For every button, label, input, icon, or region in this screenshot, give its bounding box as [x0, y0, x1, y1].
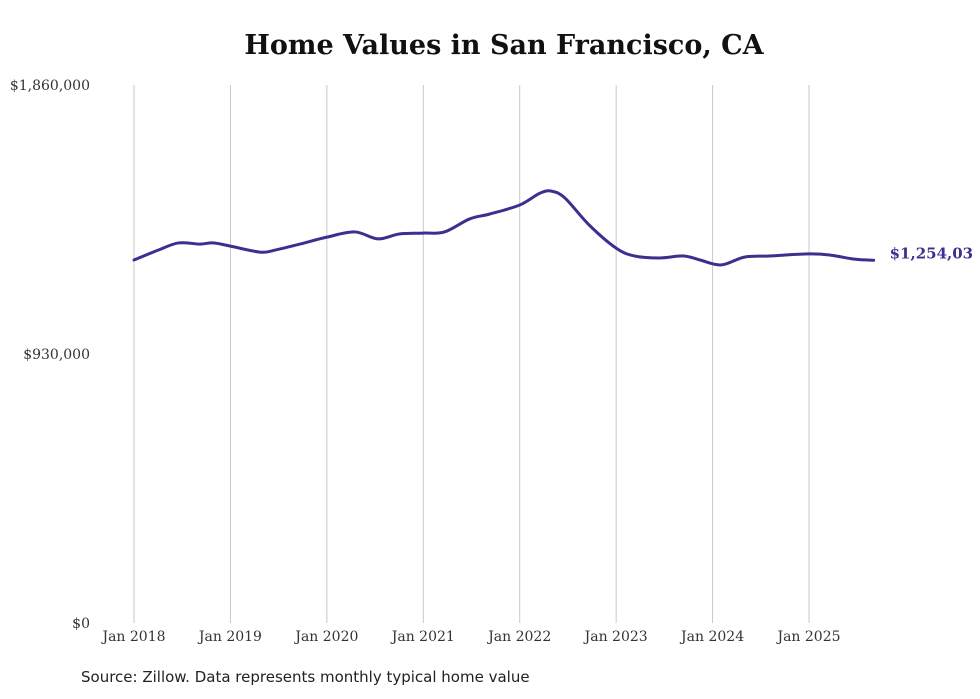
y-axis-ticks: $0 $930,000 $1,860,000	[10, 78, 90, 632]
x-tick-label: Jan 2025	[775, 629, 840, 645]
source-note: Source: Zillow. Data represents monthly …	[81, 668, 530, 686]
gridlines	[133, 85, 810, 623]
y-tick-label: $1,860,000	[10, 78, 90, 94]
y-tick-label: $0	[72, 616, 90, 632]
x-tick-label: Jan 2024	[679, 629, 744, 645]
y-tick-label: $930,000	[23, 347, 90, 363]
x-tick-label: Jan 2018	[100, 629, 165, 645]
end-value-label: $1,254,03	[890, 244, 974, 262]
x-tick-label: Jan 2021	[390, 629, 455, 645]
x-tick-label: Jan 2020	[293, 629, 358, 645]
chart-title: Home Values in San Francisco, CA	[244, 30, 764, 61]
x-tick-label: Jan 2023	[583, 629, 648, 645]
x-axis-ticks: Jan 2018 Jan 2019 Jan 2020 Jan 2021 Jan 2022…	[100, 629, 840, 645]
x-tick-label: Jan 2019	[197, 629, 262, 645]
series-line	[132, 189, 876, 267]
x-tick-label: Jan 2022	[486, 629, 551, 645]
